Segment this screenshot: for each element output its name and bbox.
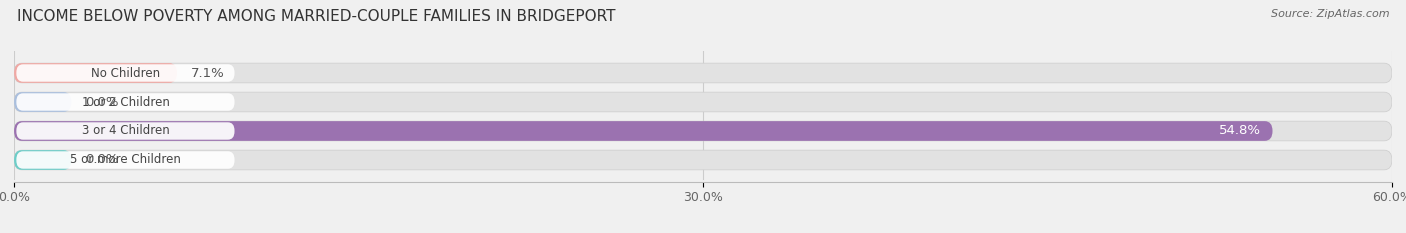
Text: 1 or 2 Children: 1 or 2 Children — [82, 96, 169, 109]
Text: 7.1%: 7.1% — [191, 66, 225, 79]
Text: Source: ZipAtlas.com: Source: ZipAtlas.com — [1271, 9, 1389, 19]
FancyBboxPatch shape — [17, 151, 235, 169]
FancyBboxPatch shape — [14, 92, 1392, 112]
FancyBboxPatch shape — [14, 150, 1392, 170]
Text: 0.0%: 0.0% — [86, 96, 118, 109]
Text: 0.0%: 0.0% — [86, 154, 118, 167]
Text: 5 or more Children: 5 or more Children — [70, 154, 181, 167]
FancyBboxPatch shape — [14, 92, 72, 112]
FancyBboxPatch shape — [14, 121, 1272, 141]
Text: 3 or 4 Children: 3 or 4 Children — [82, 124, 169, 137]
Text: No Children: No Children — [91, 66, 160, 79]
Text: 54.8%: 54.8% — [1219, 124, 1261, 137]
Text: INCOME BELOW POVERTY AMONG MARRIED-COUPLE FAMILIES IN BRIDGEPORT: INCOME BELOW POVERTY AMONG MARRIED-COUPL… — [17, 9, 616, 24]
FancyBboxPatch shape — [17, 122, 235, 140]
FancyBboxPatch shape — [14, 150, 72, 170]
FancyBboxPatch shape — [17, 64, 235, 82]
FancyBboxPatch shape — [17, 93, 235, 111]
FancyBboxPatch shape — [14, 121, 1392, 141]
FancyBboxPatch shape — [14, 63, 177, 83]
FancyBboxPatch shape — [14, 63, 1392, 83]
